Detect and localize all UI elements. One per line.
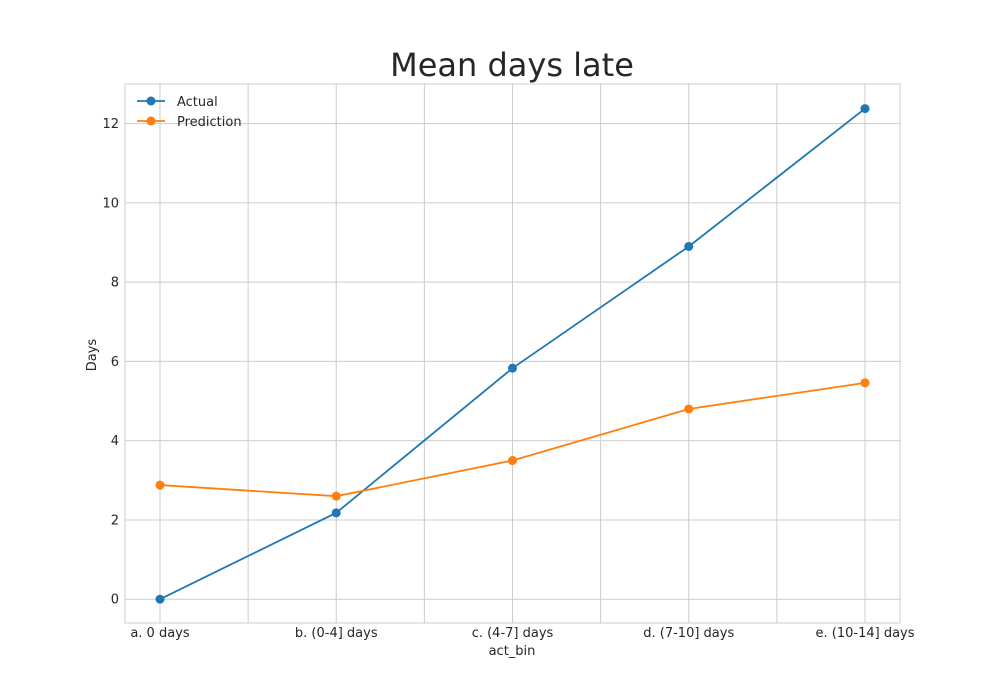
- data-point-actual: [155, 594, 165, 604]
- data-point-prediction: [508, 456, 517, 466]
- chart-title: Mean days late: [390, 46, 634, 84]
- x-tick-labels: a. 0 days b. (0-4] days c. (4-7] days d. (7…: [130, 626, 914, 641]
- data-point-actual: [508, 363, 517, 373]
- y-tick-label: 6: [111, 355, 119, 370]
- data-point-actual: [331, 508, 341, 518]
- legend-label-actual: Actual: [177, 95, 218, 110]
- x-tick-label: c. (4-7] days: [472, 626, 554, 641]
- y-tick-label: 10: [102, 196, 119, 211]
- data-point-prediction: [684, 404, 694, 414]
- legend: Actual Prediction: [137, 95, 242, 130]
- legend-marker-prediction: [146, 116, 156, 126]
- grid-lines: [125, 84, 900, 623]
- y-tick-label: 4: [111, 434, 119, 449]
- data-point-prediction: [860, 378, 870, 388]
- y-tick-label: 12: [102, 117, 119, 132]
- y-axis-label: Days: [85, 339, 100, 372]
- x-tick-label: d. (7-10] days: [643, 626, 734, 641]
- data-point-prediction: [331, 491, 341, 501]
- data-point-actual: [684, 241, 694, 251]
- legend-marker-actual: [146, 96, 156, 106]
- x-tick-label: b. (0-4] days: [295, 626, 378, 641]
- data-point-actual: [860, 104, 870, 114]
- y-tick-label: 8: [111, 276, 119, 291]
- y-tick-label: 2: [111, 513, 119, 528]
- legend-label-prediction: Prediction: [177, 115, 242, 130]
- x-axis-label: act_bin: [489, 644, 536, 659]
- x-tick-label: a. 0 days: [130, 626, 190, 641]
- y-tick-labels: 0 2 4 6 8 10 12: [102, 117, 119, 608]
- y-tick-label: 0: [111, 593, 119, 608]
- plot-area-frame: [124, 83, 901, 624]
- data-point-prediction: [155, 480, 165, 490]
- series-layer: [155, 104, 870, 604]
- x-tick-label: e. (10-14] days: [816, 626, 915, 641]
